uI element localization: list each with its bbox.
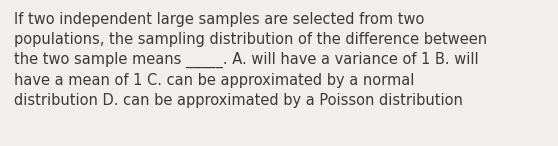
Text: If two independent large samples are selected from two
populations, the sampling: If two independent large samples are sel…	[14, 12, 487, 108]
